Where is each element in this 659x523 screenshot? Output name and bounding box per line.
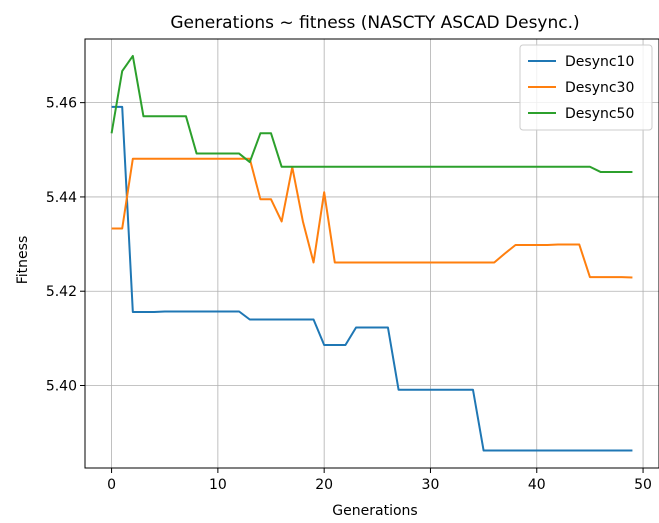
x-tick-label: 40: [528, 477, 546, 493]
series-line-desync10: [111, 105, 633, 452]
legend-label-desync10: Desync10: [565, 54, 634, 70]
y-tick-label: 5.42: [46, 284, 77, 300]
y-tick-label: 5.44: [46, 190, 77, 206]
y-axis-label: Fitness: [15, 236, 31, 285]
x-tick-label: 30: [422, 477, 440, 493]
series-line-desync50: [110, 54, 633, 173]
x-tick-label: 0: [107, 477, 116, 493]
legend: Desync10 Desync30 Desync50: [519, 44, 653, 131]
y-tick-label: 5.46: [46, 96, 77, 112]
x-tick-label: 10: [209, 477, 227, 493]
legend-label-desync50: Desync50: [565, 106, 634, 122]
y-tick-label: 5.40: [46, 379, 77, 395]
x-tick-label: 50: [634, 477, 652, 493]
x-tick-label: 20: [315, 477, 333, 493]
legend-box: [519, 44, 653, 131]
plot-area-frame: [84, 38, 659, 469]
chart-title: Generations ~ fitness (NASCTY ASCAD Desy…: [170, 13, 579, 33]
legend-label-desync30: Desync30: [565, 80, 634, 96]
series-line-desync30: [111, 157, 633, 279]
axis-ticks: 0 10 20 30 40 50 5.40 5.42 5.44 5.46: [46, 96, 652, 493]
x-axis-label: Generations: [332, 503, 417, 519]
series-layer: [110, 54, 633, 452]
